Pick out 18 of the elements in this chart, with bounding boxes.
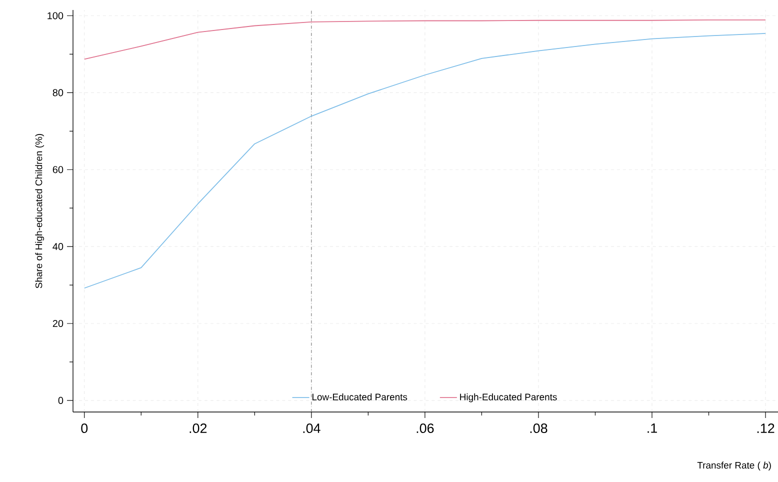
x-tick-label: .08 (530, 424, 548, 434)
x-tick-label: 0 (81, 424, 88, 434)
y-tick-label: 40 (52, 243, 64, 250)
legend-label: High-Educated Parents (460, 393, 557, 402)
x-tick-label: .04 (303, 424, 320, 434)
x-tick-label: .12 (757, 424, 774, 433)
y-tick-label: 80 (52, 89, 64, 96)
y-axis-title: Share of High-educated Children (%) (35, 134, 44, 288)
x-tick-label: .1 (648, 424, 657, 433)
y-tick-label: 20 (52, 320, 64, 328)
y-tick-label: 60 (52, 166, 64, 174)
y-tick-label: 0 (58, 396, 64, 404)
line-series (84, 33, 766, 289)
legend-label: Low-Educated Parents (312, 393, 408, 400)
x-tick-label: .06 (416, 424, 434, 434)
y-tick-label: 100 (48, 12, 64, 20)
x-tick-label: .02 (190, 424, 207, 434)
x-axis-title: Transfer Rate ( b) (697, 462, 771, 470)
